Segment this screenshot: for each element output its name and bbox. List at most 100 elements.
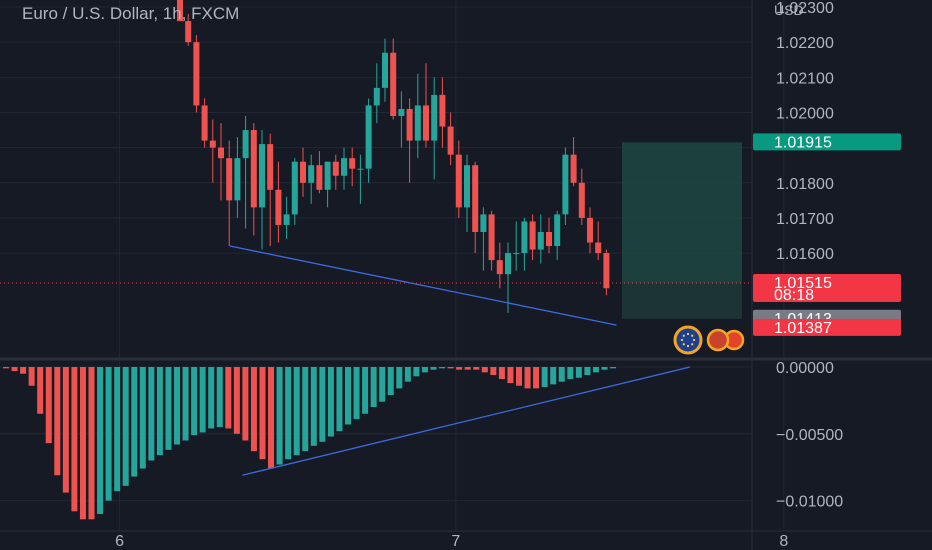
candle (242, 130, 249, 159)
histogram-bar (114, 367, 121, 492)
histogram-bar (20, 367, 27, 374)
candle (406, 108, 413, 141)
histogram-bar (293, 367, 300, 456)
histogram-bar (592, 367, 599, 373)
histogram-bar (45, 367, 52, 444)
candle (439, 94, 446, 127)
histogram-bar (473, 367, 480, 370)
histogram-bar (516, 367, 522, 386)
histogram-bar (165, 367, 172, 450)
histogram-bar (327, 367, 334, 437)
histogram-bar (464, 367, 471, 370)
event-flag-icon (706, 328, 730, 352)
candle (316, 165, 323, 190)
candle (587, 217, 593, 243)
histogram-bar (62, 367, 69, 493)
histogram-bar (131, 367, 138, 477)
histogram-bar (88, 367, 95, 520)
histogram-bar (302, 367, 309, 452)
candle (382, 52, 388, 88)
event-badges (673, 325, 745, 355)
histogram-bar (507, 367, 514, 384)
histogram-bar (11, 367, 18, 372)
histogram-bar (439, 367, 446, 369)
price-tick-label: 1.01600 (776, 246, 834, 263)
histogram-bar (225, 367, 232, 429)
candle (513, 253, 520, 255)
candle (267, 144, 274, 190)
candle (324, 161, 331, 190)
time-axis[interactable]: 6 7 8 (115, 533, 788, 550)
eu-star-icon (686, 344, 690, 348)
histogram-bar (208, 367, 215, 429)
candle (603, 253, 610, 289)
candle (259, 144, 265, 208)
price-unit: USD (774, 2, 804, 18)
histogram-bar (216, 367, 223, 428)
histogram-bar (310, 367, 317, 446)
candle (431, 94, 438, 141)
candle (234, 158, 241, 201)
candle (300, 161, 306, 183)
position-zone (0, 142, 752, 319)
histogram-bar (490, 367, 497, 376)
histogram-bar (268, 367, 275, 469)
price-axis[interactable]: 1.02300 1.02200 1.02100 1.02000 1.01800 1.017… (776, 0, 843, 511)
histogram-bar (610, 367, 617, 369)
price-tag-label: 1.01515 (774, 275, 832, 292)
candle (332, 161, 339, 176)
histogram-bar (404, 367, 411, 382)
histogram-bar (345, 367, 351, 425)
price-tick-label: 1.02200 (776, 35, 834, 52)
histogram-bar (79, 367, 86, 520)
histogram-bar (191, 367, 198, 436)
profit-zone (622, 142, 742, 283)
candle (488, 214, 495, 261)
oscillator-tick-label: 0.00000 (776, 360, 834, 377)
histogram-bar (567, 367, 574, 380)
candle (390, 52, 397, 116)
histogram-bar (28, 367, 35, 386)
symbol-title[interactable]: Euro / U.S. Dollar, 1h, FXCM (22, 4, 240, 23)
candle (291, 161, 298, 215)
histogram-bar (148, 367, 155, 461)
histogram-bar (387, 367, 394, 396)
price-tick-label: 1.02000 (776, 105, 834, 122)
price-tag (753, 318, 901, 336)
histogram-bar (122, 367, 129, 486)
entry-zone (622, 282, 742, 319)
histogram-bar (353, 367, 360, 420)
histogram-bar (575, 367, 582, 378)
price-tag (753, 273, 901, 302)
candle (529, 221, 536, 250)
candle (562, 154, 569, 215)
histogram-bar (259, 367, 266, 460)
candle (496, 260, 503, 275)
eu-star-icon (691, 343, 694, 346)
candle (250, 130, 257, 208)
histogram-bar (3, 367, 9, 369)
time-tick-label: 8 (779, 533, 788, 550)
candle (341, 158, 347, 176)
oscillator-histogram (3, 367, 617, 520)
histogram-bar (156, 367, 163, 456)
price-tick-label: 1.02100 (776, 70, 834, 87)
histogram-bar (182, 367, 189, 441)
price-candles (177, 0, 610, 313)
histogram-bar (250, 367, 257, 452)
eu-star-icon (680, 338, 684, 342)
histogram-bar (584, 367, 591, 376)
histogram-bar (285, 367, 292, 460)
histogram-bar (558, 367, 565, 382)
candle (275, 189, 282, 225)
histogram-bar (430, 367, 437, 370)
histogram-bar (105, 367, 112, 501)
price-tick-label: 1.01700 (776, 211, 834, 228)
trendlines (229, 245, 691, 476)
histogram-bar (54, 367, 61, 476)
eu-flag-icon (673, 325, 703, 355)
candle (218, 147, 224, 159)
histogram-bar (37, 367, 44, 414)
eu-star-icon (692, 338, 696, 342)
